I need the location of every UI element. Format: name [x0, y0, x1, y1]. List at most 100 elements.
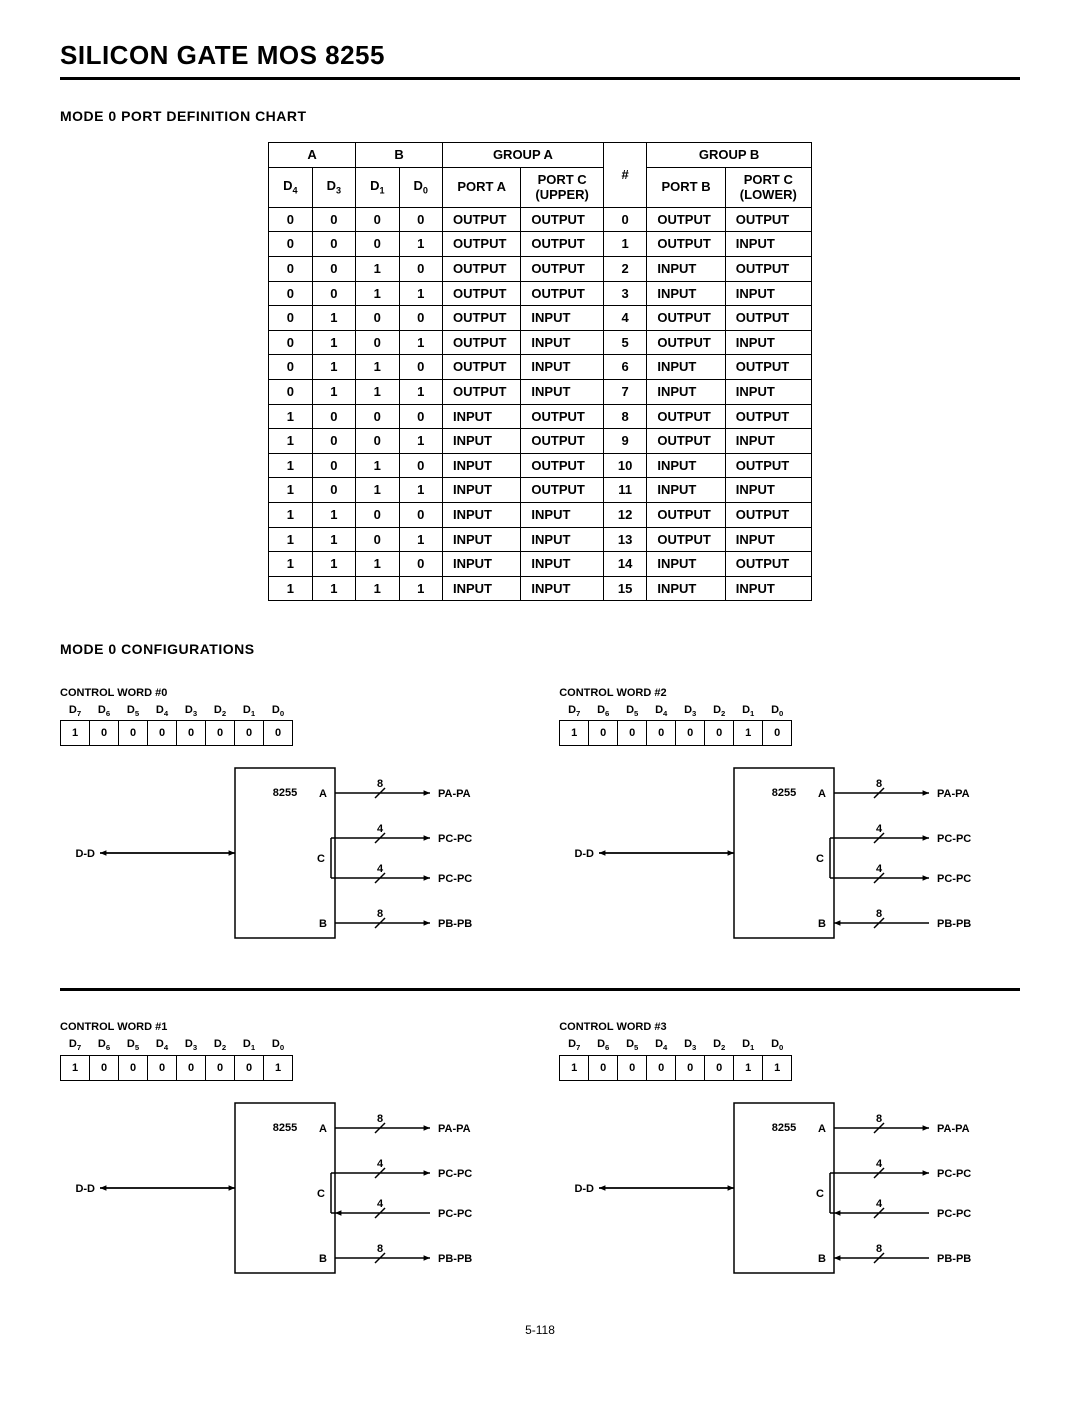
- table-cell: 5: [603, 330, 646, 355]
- table-cell: 9: [603, 429, 646, 454]
- svg-text:8: 8: [377, 1113, 383, 1125]
- table-cell: OUTPUT: [521, 453, 603, 478]
- svg-text:PC3-PC0: PC3-PC0: [937, 1208, 971, 1220]
- bit-label: D1: [235, 703, 264, 721]
- table-cell: 10: [603, 453, 646, 478]
- table-row: 1010INPUTOUTPUT10INPUTOUTPUT: [269, 453, 812, 478]
- table-cell: INPUT: [521, 552, 603, 577]
- table-cell: 1: [356, 576, 399, 601]
- bit-label: D5: [119, 1037, 148, 1055]
- table-cell: OUTPUT: [647, 502, 725, 527]
- table-cell: 1: [399, 379, 442, 404]
- bit-cell: 1: [61, 1055, 90, 1080]
- table-cell: OUTPUT: [442, 256, 520, 281]
- bit-cell: 0: [705, 1055, 734, 1080]
- table-cell: INPUT: [647, 355, 725, 380]
- table-cell: INPUT: [725, 379, 811, 404]
- table-cell: INPUT: [647, 478, 725, 503]
- section-mode0-configs: MODE 0 CONFIGURATIONS: [60, 641, 1020, 657]
- table-row: 1011INPUTOUTPUT11INPUTINPUT: [269, 478, 812, 503]
- chip-diagram: 8255D7-D0CA8PA7-PA04PC7-PC44PC3-PC0B8PB7…: [60, 758, 500, 948]
- svg-text:PA7-PA0: PA7-PA0: [937, 788, 970, 800]
- table-cell: 0: [356, 527, 399, 552]
- table-cell: 7: [603, 379, 646, 404]
- bit-cell: 0: [148, 1055, 177, 1080]
- bit-label: D5: [119, 703, 148, 721]
- svg-text:8255: 8255: [273, 787, 297, 799]
- table-row: 1100INPUTINPUT12OUTPUTOUTPUT: [269, 502, 812, 527]
- table-cell: 0: [312, 207, 355, 232]
- table-cell: INPUT: [521, 576, 603, 601]
- svg-text:PB7-PB0: PB7-PB0: [937, 1253, 971, 1265]
- svg-text:4: 4: [377, 823, 384, 835]
- table-cell: OUTPUT: [725, 256, 811, 281]
- svg-text:8: 8: [876, 1113, 882, 1125]
- table-cell: 1: [269, 576, 312, 601]
- table-cell: OUTPUT: [521, 207, 603, 232]
- table-cell: 1: [399, 429, 442, 454]
- table-cell: INPUT: [442, 404, 520, 429]
- svg-text:PB7-PB0: PB7-PB0: [937, 918, 971, 930]
- bit-cell: 0: [589, 1055, 618, 1080]
- table-cell: OUTPUT: [725, 207, 811, 232]
- svg-text:D7-D0: D7-D0: [575, 1183, 595, 1195]
- bit-label: D7: [560, 703, 589, 721]
- bit-label: D1: [235, 1037, 264, 1055]
- svg-text:PC3-PC0: PC3-PC0: [438, 1208, 472, 1220]
- svg-text:4: 4: [876, 863, 883, 875]
- table-cell: INPUT: [725, 330, 811, 355]
- table-cell: OUTPUT: [725, 306, 811, 331]
- table-cell: OUTPUT: [521, 404, 603, 429]
- table-cell: 1: [269, 552, 312, 577]
- chip-diagram: 8255D7-D0CA8PA7-PA04PC7-PC44PC3-PC0B8PB7…: [559, 758, 999, 948]
- table-cell: INPUT: [442, 527, 520, 552]
- table-cell: 0: [312, 256, 355, 281]
- control-word-title: CONTROL WORD #3: [559, 1021, 1020, 1033]
- bit-cell: 0: [705, 721, 734, 746]
- svg-text:PA7-PA0: PA7-PA0: [438, 788, 471, 800]
- bit-label: D5: [618, 703, 647, 721]
- bit-cell: 0: [235, 721, 264, 746]
- svg-text:D7-D0: D7-D0: [575, 848, 595, 860]
- table-cell: 0: [399, 502, 442, 527]
- table-cell: INPUT: [442, 502, 520, 527]
- table-cell: OUTPUT: [647, 429, 725, 454]
- col-group-b: B: [356, 143, 443, 168]
- table-cell: INPUT: [725, 232, 811, 257]
- bit-label: D7: [61, 1037, 90, 1055]
- svg-text:A: A: [319, 1123, 327, 1135]
- config-row: CONTROL WORD #0D7D6D5D4D3D2D1D0100000008…: [60, 687, 1020, 948]
- page-footer: 5-118: [60, 1323, 1020, 1337]
- table-cell: 1: [356, 453, 399, 478]
- svg-text:8: 8: [876, 778, 882, 790]
- bit-cell: 1: [734, 1055, 763, 1080]
- table-cell: 0: [312, 429, 355, 454]
- bit-cell: 0: [119, 1055, 148, 1080]
- svg-text:4: 4: [876, 1158, 883, 1170]
- table-cell: 0: [603, 207, 646, 232]
- table-cell: 1: [312, 502, 355, 527]
- bit-label: D4: [148, 1037, 177, 1055]
- svg-text:D7-D0: D7-D0: [75, 1183, 95, 1195]
- table-row: 1101INPUTINPUT13OUTPUTINPUT: [269, 527, 812, 552]
- table-cell: 0: [399, 453, 442, 478]
- table-row: 1111INPUTINPUT15INPUTINPUT: [269, 576, 812, 601]
- table-cell: 11: [603, 478, 646, 503]
- bit-cell: 0: [264, 721, 293, 746]
- table-cell: 12: [603, 502, 646, 527]
- col-group-a: A: [269, 143, 356, 168]
- bit-label: D1: [734, 703, 763, 721]
- table-cell: 0: [399, 552, 442, 577]
- page-title: SILICON GATE MOS 8255: [60, 40, 1020, 80]
- table-row: 0101OUTPUTINPUT5OUTPUTINPUT: [269, 330, 812, 355]
- table-row: 0000OUTPUTOUTPUT0OUTPUTOUTPUT: [269, 207, 812, 232]
- table-cell: OUTPUT: [647, 404, 725, 429]
- table-cell: INPUT: [521, 355, 603, 380]
- svg-text:4: 4: [377, 863, 384, 875]
- table-cell: 4: [603, 306, 646, 331]
- table-cell: 13: [603, 527, 646, 552]
- bit-cell: 1: [61, 721, 90, 746]
- table-cell: 1: [312, 552, 355, 577]
- table-cell: 1: [269, 429, 312, 454]
- col-d0: D0: [399, 167, 442, 207]
